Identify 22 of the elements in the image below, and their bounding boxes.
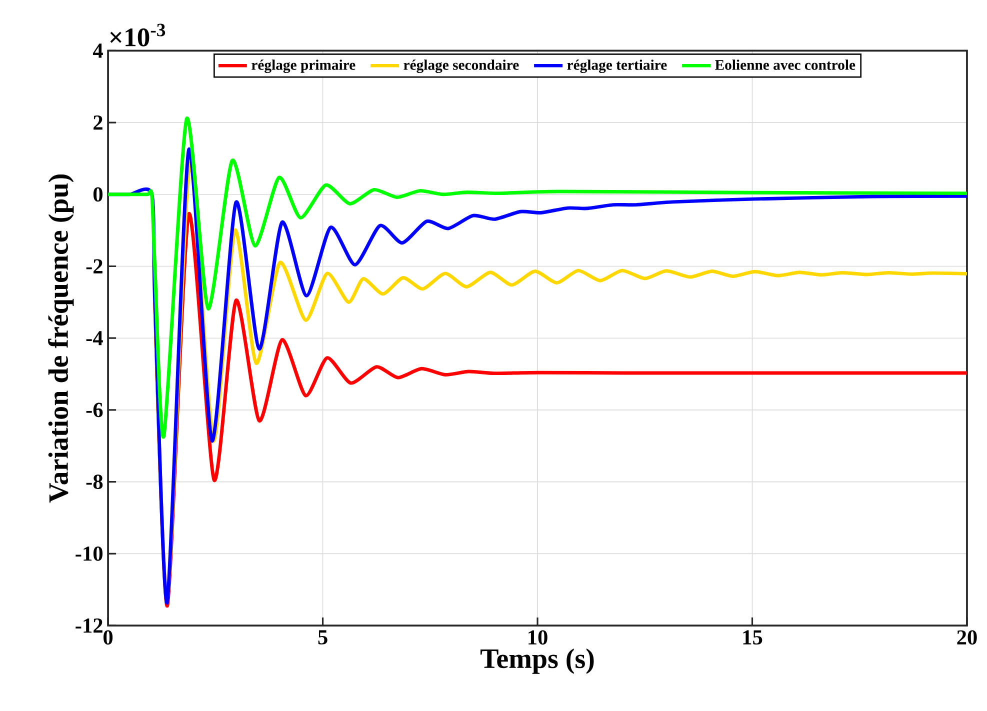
y-tick-label: -2 [86, 259, 102, 274]
y-tick-label: -8 [86, 474, 103, 490]
legend-label: réglage primaire [252, 60, 356, 74]
x-tick-label: 5 [318, 630, 328, 644]
legend-label: réglage secondaire [404, 60, 519, 74]
x-tick-label: 20 [957, 630, 977, 645]
text: ×10$^{-3}$ [110, 24, 166, 46]
y-tick-label: -12 [76, 618, 102, 633]
x-tick-label: 15 [743, 630, 762, 645]
y-tick-label: -10 [76, 546, 103, 561]
y-tick-label: 4 [92, 44, 103, 58]
x-tick-label: 0 [104, 630, 113, 645]
y-tick-label: -4 [86, 331, 103, 346]
legend-label: Eolienne avec controle [715, 60, 856, 70]
y-tick-label: -6 [86, 402, 103, 418]
y-tick-label: 0 [93, 187, 103, 202]
y-tick-label: 2 [94, 116, 102, 130]
legend-label: réglage tertiaire [567, 60, 667, 74]
x-axis-title: Temps (s) [480, 648, 594, 674]
x-tick-label: 10 [528, 630, 548, 645]
y-axis-title: Variation de fréquence (pu) [48, 174, 74, 503]
line-series [108, 117, 967, 438]
